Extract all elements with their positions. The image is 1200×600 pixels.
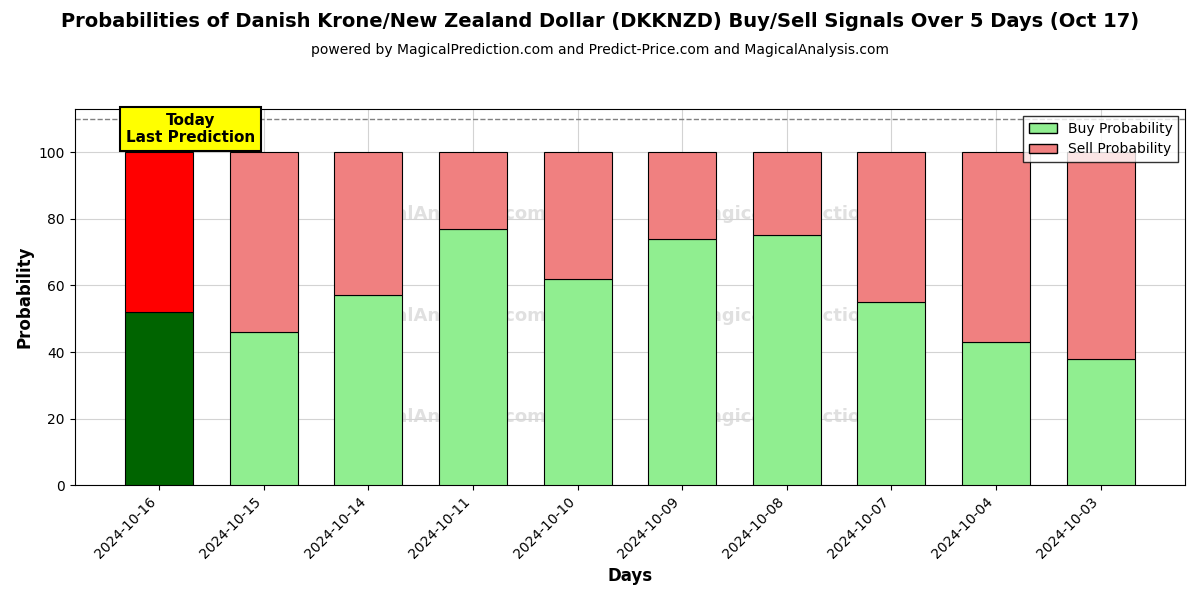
X-axis label: Days: Days: [607, 567, 653, 585]
Bar: [544, 279, 612, 485]
Bar: [1067, 152, 1134, 359]
Bar: [439, 229, 506, 485]
Bar: [544, 152, 612, 279]
Bar: [648, 239, 716, 485]
Bar: [857, 152, 925, 302]
Text: powered by MagicalPrediction.com and Predict-Price.com and MagicalAnalysis.com: powered by MagicalPrediction.com and Pre…: [311, 43, 889, 57]
Text: MagicalPrediction.com: MagicalPrediction.com: [692, 409, 923, 427]
Text: MagicalAnalysis.com: MagicalAnalysis.com: [336, 307, 546, 325]
Bar: [439, 152, 506, 229]
Text: MagicalPrediction.com: MagicalPrediction.com: [692, 205, 923, 223]
Bar: [335, 295, 402, 485]
Bar: [125, 152, 193, 312]
Bar: [648, 152, 716, 239]
Bar: [857, 302, 925, 485]
Bar: [229, 152, 298, 332]
Bar: [125, 312, 193, 485]
Legend: Buy Probability, Sell Probability: Buy Probability, Sell Probability: [1024, 116, 1178, 162]
Bar: [335, 152, 402, 295]
Text: MagicalAnalysis.com: MagicalAnalysis.com: [336, 205, 546, 223]
Text: MagicalAnalysis.com: MagicalAnalysis.com: [336, 409, 546, 427]
Text: MagicalPrediction.com: MagicalPrediction.com: [692, 307, 923, 325]
Bar: [962, 342, 1030, 485]
Bar: [962, 152, 1030, 342]
Bar: [1067, 359, 1134, 485]
Text: Today
Last Prediction: Today Last Prediction: [126, 113, 256, 145]
Bar: [229, 332, 298, 485]
Bar: [752, 235, 821, 485]
Text: Probabilities of Danish Krone/New Zealand Dollar (DKKNZD) Buy/Sell Signals Over : Probabilities of Danish Krone/New Zealan…: [61, 12, 1139, 31]
Y-axis label: Probability: Probability: [16, 246, 34, 349]
Bar: [752, 152, 821, 235]
